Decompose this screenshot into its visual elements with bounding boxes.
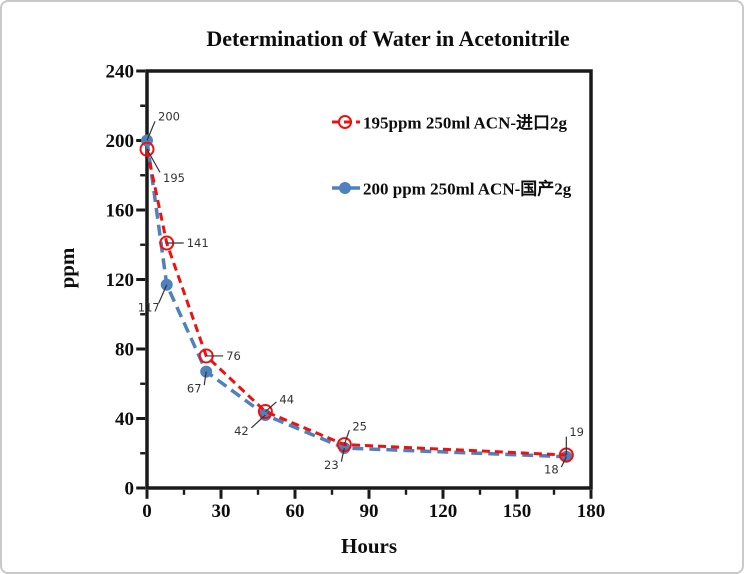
chart-title: Determination of Water in Acetonitrile	[206, 26, 570, 51]
point-label: 44	[279, 393, 294, 407]
data-point-open	[257, 404, 273, 420]
legend: 195ppm 250ml ACN-进口2g 200 ppm 250ml ACN-国…	[332, 114, 572, 199]
series-line	[145, 148, 567, 457]
x-tick-label: 0	[142, 501, 152, 522]
label-leader-line	[343, 429, 350, 445]
label-leader-line	[265, 401, 277, 413]
y-tick-label: 200	[106, 131, 135, 152]
legend-label: 195ppm 250ml ACN-进口2g	[363, 114, 568, 133]
point-label: 23	[324, 458, 339, 472]
point-label: 117	[138, 301, 160, 315]
label-leader-line	[340, 447, 345, 462]
point-label: 42	[234, 424, 249, 438]
y-tick-label: 0	[125, 479, 135, 500]
x-tick-label: 180	[577, 501, 606, 522]
label-leader-line	[250, 414, 266, 429]
x-tick-label: 30	[212, 501, 231, 522]
y-tick-label: 240	[106, 62, 135, 83]
point-label: 67	[187, 382, 202, 396]
x-tick-label: 90	[360, 501, 379, 522]
point-label: 200	[158, 110, 180, 124]
point-label: 19	[569, 425, 584, 439]
legend-entry: 200 ppm 250ml ACN-国产2g	[332, 179, 572, 199]
label-leader-line	[203, 371, 207, 386]
legend-label: 200 ppm 250ml ACN-国产2g	[363, 179, 572, 199]
point-label: 25	[352, 420, 367, 434]
label-leader-line	[146, 148, 161, 173]
y-tick-label: 160	[106, 201, 135, 222]
label-leader-line	[560, 456, 567, 468]
y-axis-label: ppm	[55, 247, 79, 288]
point-label: 18	[544, 463, 559, 477]
x-tick-label: 120	[429, 501, 458, 522]
x-tick-label: 150	[503, 501, 532, 522]
y-tick-label: 80	[115, 340, 134, 361]
label-leader-line	[158, 284, 168, 304]
y-tick-label: 40	[115, 409, 134, 430]
data-point-open	[139, 141, 155, 157]
x-tick-label: 60	[286, 501, 305, 522]
y-tick-label: 120	[106, 270, 135, 291]
legend-entry: 195ppm 250ml ACN-进口2g	[332, 114, 568, 133]
data-point-open	[336, 437, 352, 453]
point-label: 195	[163, 171, 185, 185]
series-line	[145, 140, 567, 459]
plot-frame	[145, 69, 593, 490]
legend-marker-open-circle	[338, 115, 352, 129]
label-leader-line	[146, 121, 156, 141]
point-annotations: 195 141 76 44 25 19 200 117 67 42 23 18	[138, 110, 584, 477]
axes: 0 30 60 90 120 150 180 0 40 80 120 160 200 240	[106, 62, 606, 523]
x-axis-label: Hours	[341, 534, 397, 558]
legend-marker-filled-circle	[339, 182, 351, 194]
point-label: 141	[187, 236, 209, 250]
point-label: 76	[226, 349, 241, 363]
